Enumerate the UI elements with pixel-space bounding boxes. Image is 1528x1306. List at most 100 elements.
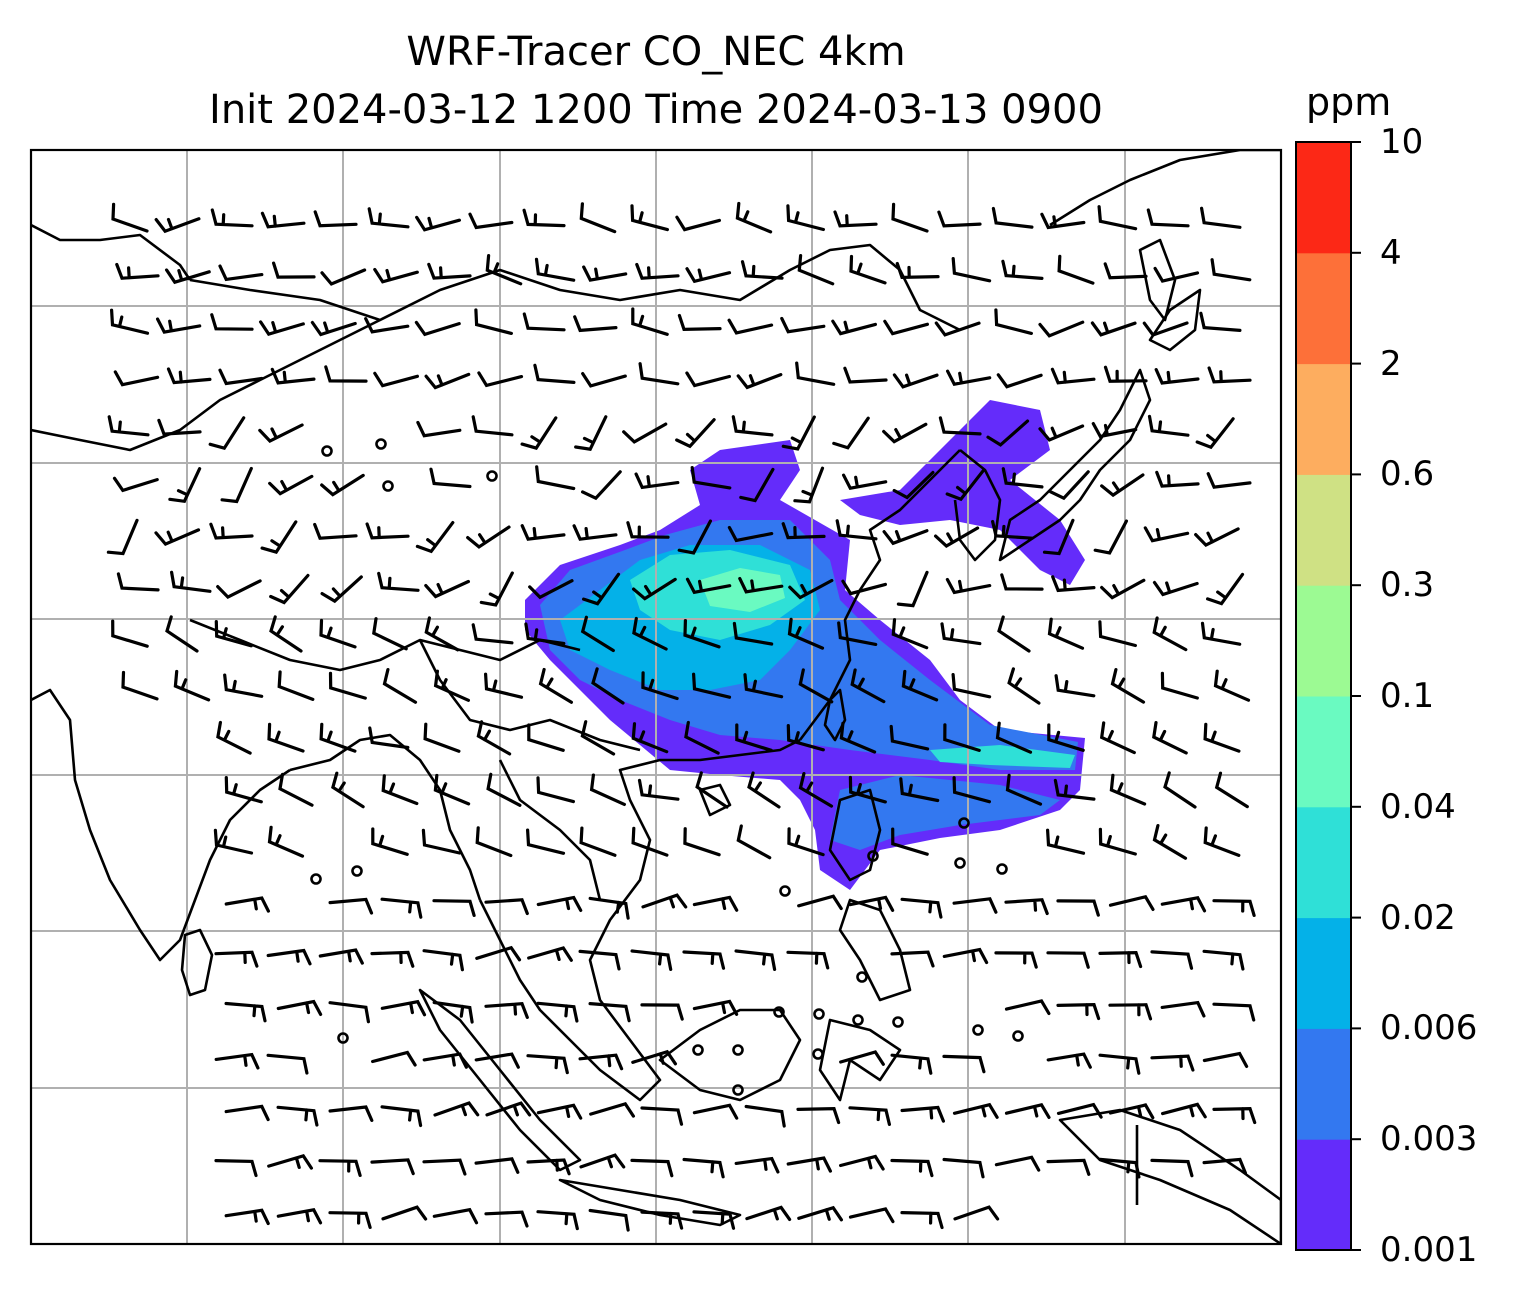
wind-barb [744,1104,786,1128]
calm-wind-circle [856,971,868,983]
wind-barb [788,578,834,600]
wind-barb [1047,617,1085,650]
wind-barb [895,261,940,280]
wind-barb [685,267,732,284]
wind-barb [890,1158,934,1178]
wind-barb [166,367,212,385]
wind-barb [579,826,617,857]
wind-barb [795,361,836,386]
colorbar-segment [1296,585,1351,697]
wind-barb [1050,367,1096,385]
wind-barb [677,313,722,332]
wind-barb [1212,1106,1257,1125]
wind-barb [1108,894,1155,911]
wind-barb [588,896,630,920]
wind-barb [214,1052,260,1070]
wind-barb [1051,575,1096,593]
wind-barb [685,371,731,388]
wind-barb [485,254,523,286]
wind-barb [416,420,462,438]
wind-barb [258,423,304,443]
wind-barb [1005,773,1043,806]
wind-barb [675,418,716,449]
colorbar-segment [1296,696,1351,808]
wind-barb [787,617,825,650]
wind-barb [370,950,415,968]
wind-barb [1200,621,1242,646]
wind-barb [110,308,150,335]
wind-barb [328,897,374,915]
wind-barb [111,202,149,233]
wind-barb [787,827,825,857]
wind-barb [154,217,201,234]
philippines-luzon [828,788,882,882]
coast-bay-of-bengal [289,733,482,901]
wind-barb [622,422,668,444]
wind-barb [433,773,471,806]
wind-barb [381,1205,428,1221]
map-title-line2: Init 2024-03-12 1200 Time 2024-03-13 090… [209,87,1103,133]
colorbar-tick-label: 0.02 [1380,897,1456,938]
calm-wind-circle [310,873,322,885]
wind-barb [1161,1102,1207,1119]
wind-barb [835,519,878,541]
wind-barb [269,615,303,653]
japan-hokkaido [1148,288,1202,352]
wind-barb [1001,467,1044,489]
wind-barb [380,897,423,919]
wind-barb [372,617,408,651]
wind-barb [476,720,512,756]
wind-barb [951,257,992,283]
wind-barb [943,723,981,752]
wind-barb [382,668,418,704]
wind-barb [786,724,825,752]
wind-barb [1053,778,1096,801]
wind-barb [1099,721,1136,755]
wind-barb [156,317,202,334]
wind-barb [371,1050,417,1067]
wind-barb [113,370,160,387]
wind-barb [848,775,887,804]
colorbar-tick-label: 0.6 [1380,454,1435,495]
wind-barb [1056,899,1100,917]
wind-barb [883,319,929,336]
wind-barb [889,724,930,751]
wind-barb [900,1211,944,1230]
wind-barb [424,579,470,599]
wind-barb [786,950,830,970]
wind-barb [111,619,149,648]
wind-barb [848,1106,891,1126]
wind-barb [168,467,202,504]
wind-barb [839,1154,885,1171]
wind-barb [995,721,1033,754]
wind-barb [677,519,712,555]
wind-barb [946,369,992,386]
wind-barb [427,262,472,280]
wind-barb [837,621,878,646]
sakhalin [1138,238,1177,322]
wind-barb [1108,1003,1153,1021]
wind-barb [310,320,357,337]
wind-barb [892,373,939,389]
wind-barb [1108,1103,1155,1120]
wind-barb [486,772,522,807]
wind-barb [320,575,363,604]
wind-barb [423,722,461,753]
calm-wind-circle [692,1044,704,1056]
wind-barb [798,772,834,808]
japan-honshu [998,368,1152,562]
wind-barb [266,948,312,966]
wind-barb [1150,950,1194,970]
colorbar-tick-label: 0.1 [1380,676,1435,716]
wind-barb [1155,470,1200,488]
wind-barb [1153,266,1200,283]
calm-wind-circle [1012,1030,1024,1042]
wind-barb [1038,320,1085,338]
wind-barb [538,667,573,704]
wind-barb [1152,616,1188,652]
wind-barb [414,320,461,337]
calm-wind-circle [852,1014,864,1026]
wind-barb [850,668,886,704]
wind-barb [536,776,575,804]
wind-barb [882,422,928,444]
